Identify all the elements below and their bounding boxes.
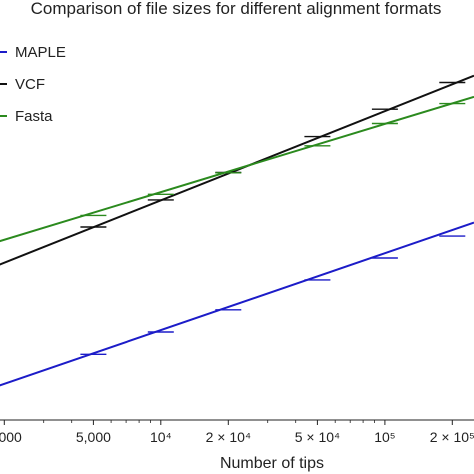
series-line-maple <box>0 221 474 387</box>
chart-title: Comparison of file sizes for different a… <box>31 0 442 18</box>
x-tick-label-2: 10⁴ <box>150 429 172 445</box>
series-line-fasta <box>0 95 474 243</box>
x-tick-label-0: 2,000 <box>0 429 22 445</box>
x-tick-label-1: 5,000 <box>76 429 111 445</box>
x-tick-label-3: 2 × 10⁴ <box>206 429 251 445</box>
x-axis: 2,000 5,000 10⁴ 2 × 10⁴ 5 × 10⁴ 10⁵ 2 × 10⁵ <box>0 419 474 445</box>
series-line-vcf <box>0 74 474 266</box>
legend-label-maple: MAPLE <box>15 44 66 61</box>
x-axis-label: Number of tips <box>220 455 324 472</box>
plot-area <box>0 74 474 387</box>
x-tick-label-6: 2 × 10⁵ <box>430 429 474 445</box>
x-tick-label-5: 10⁵ <box>374 429 395 445</box>
legend: MAPLE VCF Fasta <box>0 44 66 125</box>
legend-label-fasta: Fasta <box>15 108 53 125</box>
legend-label-vcf: VCF <box>15 76 45 93</box>
x-tick-label-4: 5 × 10⁴ <box>295 429 340 445</box>
